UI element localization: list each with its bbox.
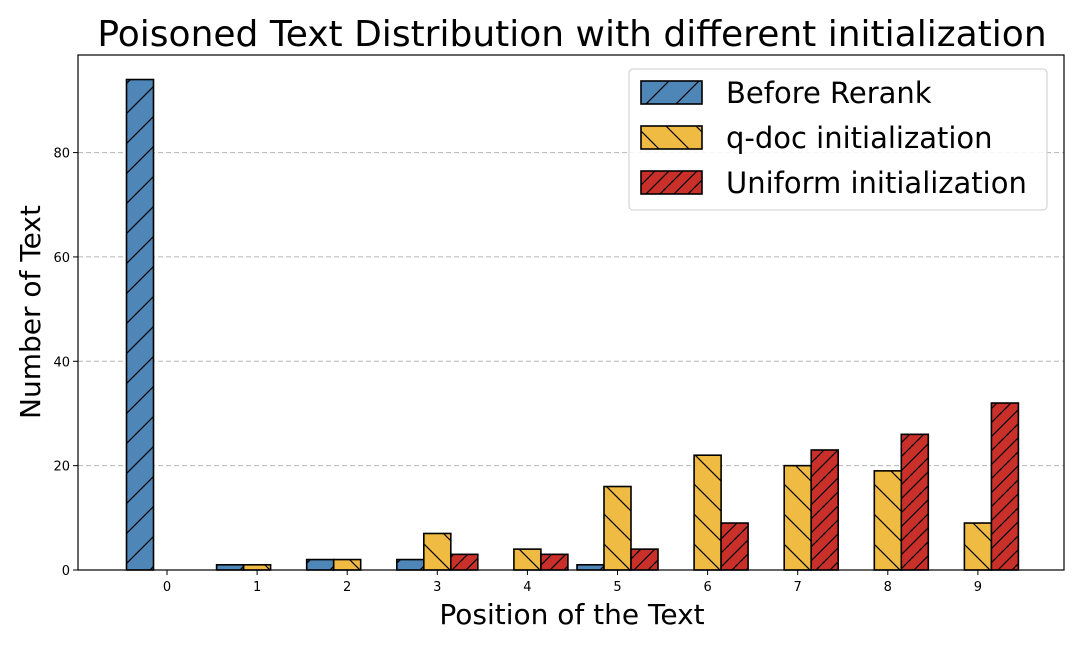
bar-before-rerank-0: [125, 78, 155, 571]
legend-item-uniform-initialization: Uniform initialization: [640, 166, 1027, 200]
x-tick-label: 2: [343, 580, 351, 595]
bar-before-rerank-2: [305, 558, 335, 571]
grid-layer: [78, 152, 1064, 467]
bar-q-doc-initialization-7: [783, 464, 813, 571]
bar-q-doc-initialization-2: [332, 558, 362, 571]
svg-text:Before Rerank: Before Rerank: [726, 76, 932, 110]
bar-q-doc-initialization-5: [603, 485, 632, 571]
bar-q-doc-initialization-9: [963, 522, 993, 571]
y-tick-label: 60: [53, 251, 70, 266]
bar-q-doc-initialization-3: [422, 532, 452, 571]
y-tick-label: 80: [53, 147, 70, 162]
x-axis-label: Position of the Text: [439, 598, 704, 631]
y-tick-label: 0: [62, 564, 70, 579]
bar-q-doc-initialization-8: [873, 470, 903, 571]
legend-item-q-doc-initialization: q-doc initialization: [640, 121, 993, 155]
bar-q-doc-initialization-6: [693, 454, 722, 571]
svg-text:Uniform initialization: Uniform initialization: [726, 166, 1027, 200]
x-tick-label: 1: [253, 580, 261, 595]
ticks-layer: 0 20 40 60 80 0 1 2 3 4 5 6 7 8 9: [53, 147, 982, 595]
bar-q-doc-initialization-1: [242, 563, 272, 571]
x-tick-label: 5: [613, 580, 621, 595]
legend: Before Rerank q-doc initialization Uniform…: [628, 68, 1048, 211]
plot-frame: [77, 54, 1065, 571]
bar-uniform-initialization-4: [540, 553, 569, 571]
bar-uniform-initialization-6: [720, 522, 749, 571]
bar-before-rerank-3: [395, 558, 425, 571]
x-tick-label: 4: [523, 580, 531, 595]
y-tick-label: 20: [53, 460, 70, 475]
svg-text:q-doc initialization: q-doc initialization: [726, 121, 993, 155]
x-tick-label: 9: [974, 580, 982, 595]
bar-uniform-initialization-9: [990, 402, 1020, 571]
bar-before-rerank-1: [215, 563, 245, 571]
x-tick-label: 8: [884, 580, 892, 595]
bar-uniform-initialization-3: [449, 553, 479, 571]
legend-item-before-rerank: Before Rerank: [640, 76, 932, 110]
y-tick-label: 40: [53, 355, 70, 370]
x-tick-label: 7: [794, 580, 802, 595]
bar-uniform-initialization-8: [900, 433, 930, 571]
x-tick-label: 6: [703, 580, 711, 595]
bars-layer: [125, 78, 1020, 571]
bar-before-rerank-5: [576, 563, 605, 571]
bar-uniform-initialization-7: [810, 449, 840, 571]
y-axis-label: Number of Text: [14, 205, 47, 419]
x-tick-label: 3: [433, 580, 441, 595]
bar-q-doc-initialization-4: [513, 548, 542, 571]
x-tick-label: 0: [163, 580, 171, 595]
chart-title: Poisoned Text Distribution with differen…: [97, 14, 1046, 55]
legend-frame: [628, 68, 1048, 211]
bar-uniform-initialization-5: [630, 548, 659, 571]
